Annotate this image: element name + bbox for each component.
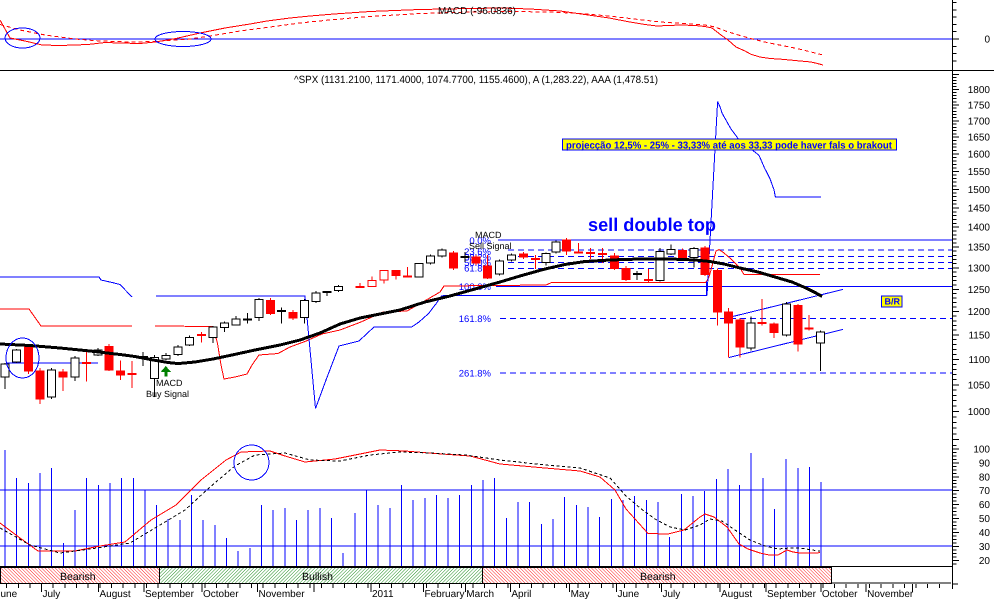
svg-text:MACD: MACD bbox=[475, 230, 502, 240]
svg-text:60: 60 bbox=[979, 500, 991, 511]
svg-text:MACD (-96.0836): MACD (-96.0836) bbox=[438, 6, 516, 17]
svg-text:Buy Signal: Buy Signal bbox=[146, 389, 189, 399]
svg-text:1250: 1250 bbox=[968, 285, 991, 296]
svg-text:70: 70 bbox=[979, 486, 991, 497]
svg-text:0: 0 bbox=[984, 35, 990, 46]
svg-text:20: 20 bbox=[979, 556, 991, 567]
svg-text:40: 40 bbox=[979, 528, 991, 539]
svg-text:Bearish: Bearish bbox=[60, 571, 96, 583]
svg-text:February: February bbox=[425, 589, 465, 599]
svg-text:1050: 1050 bbox=[968, 380, 991, 391]
svg-text:1150: 1150 bbox=[968, 330, 990, 341]
svg-text:Bearish: Bearish bbox=[640, 571, 676, 583]
svg-text:Sell Signal: Sell Signal bbox=[469, 241, 512, 251]
svg-text:23.6%: 23.6% bbox=[464, 247, 491, 258]
svg-text:projecção 12,5% - 25% - 33,33%: projecção 12,5% - 25% - 33,33% até aos 3… bbox=[566, 141, 893, 152]
svg-text:June: June bbox=[0, 589, 18, 599]
svg-text:50: 50 bbox=[979, 514, 991, 525]
svg-text:1800: 1800 bbox=[968, 85, 991, 96]
svg-text:1600: 1600 bbox=[968, 150, 991, 161]
svg-text:1400: 1400 bbox=[968, 223, 991, 234]
svg-text:MACD: MACD bbox=[156, 378, 183, 388]
svg-text:2011: 2011 bbox=[372, 589, 394, 599]
svg-text:1550: 1550 bbox=[968, 167, 991, 178]
svg-text:May: May bbox=[571, 589, 590, 599]
svg-text:July: July bbox=[43, 589, 61, 599]
svg-text:April: April bbox=[511, 589, 531, 599]
svg-text:^SPX (1131.2100, 1171.4000, 10: ^SPX (1131.2100, 1171.4000, 1074.7700, 1… bbox=[294, 74, 658, 86]
svg-text:90: 90 bbox=[979, 458, 991, 469]
svg-text:1100: 1100 bbox=[968, 355, 990, 366]
svg-text:August: August bbox=[100, 589, 131, 599]
svg-text:1200: 1200 bbox=[968, 307, 991, 318]
svg-text:1450: 1450 bbox=[968, 204, 991, 215]
svg-text:November: November bbox=[867, 589, 914, 599]
svg-text:80: 80 bbox=[979, 472, 991, 483]
svg-text:100: 100 bbox=[973, 444, 990, 455]
svg-text:0.0%: 0.0% bbox=[469, 236, 491, 247]
svg-text:October: October bbox=[822, 589, 858, 599]
svg-text:1700: 1700 bbox=[968, 116, 991, 127]
svg-text:July: July bbox=[663, 589, 681, 599]
svg-text:1750: 1750 bbox=[968, 101, 991, 112]
svg-text:161.8%: 161.8% bbox=[459, 314, 492, 325]
svg-text:March: March bbox=[466, 589, 494, 599]
svg-text:September: September bbox=[767, 589, 817, 599]
svg-text:Bullish: Bullish bbox=[302, 571, 333, 583]
svg-text:June: June bbox=[618, 589, 640, 599]
svg-text:October: October bbox=[203, 589, 239, 599]
svg-text:1000: 1000 bbox=[968, 407, 991, 418]
svg-text:August: August bbox=[721, 589, 752, 599]
svg-text:61.8%: 61.8% bbox=[464, 263, 491, 274]
svg-text:September: September bbox=[145, 589, 195, 599]
svg-text:1500: 1500 bbox=[968, 185, 991, 196]
svg-text:30: 30 bbox=[979, 542, 991, 553]
svg-text:1650: 1650 bbox=[968, 133, 991, 144]
svg-text:261.8%: 261.8% bbox=[459, 369, 492, 380]
svg-text:sell double top: sell double top bbox=[588, 214, 716, 235]
svg-text:November: November bbox=[259, 589, 306, 599]
svg-text:B/R: B/R bbox=[885, 297, 901, 307]
svg-text:1350: 1350 bbox=[968, 243, 991, 254]
svg-text:1300: 1300 bbox=[968, 263, 991, 274]
